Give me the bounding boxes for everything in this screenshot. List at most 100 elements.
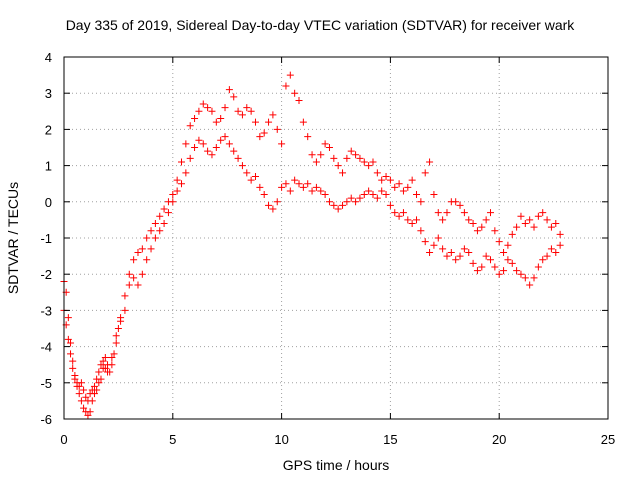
data-point [547,223,555,231]
data-point [443,209,451,217]
y-tick-label: -2 [40,267,52,282]
x-tick-labels: 0 5 10 15 20 25 [60,432,615,447]
data-point [160,220,168,228]
data-point [334,162,342,170]
data-point [67,350,75,358]
data-point [308,187,316,195]
data-point [225,86,233,94]
data-point [101,353,109,361]
data-point [330,201,338,209]
data-point [64,314,72,322]
data-point [321,191,329,199]
data-point [330,154,338,162]
data-point [80,386,88,394]
data-point [486,209,494,217]
data-point [356,194,364,202]
x-tick-label: 0 [60,432,67,447]
data-point [230,147,238,155]
data-point [339,201,347,209]
data-point [352,151,360,159]
data-point [269,111,277,119]
data-point [138,245,146,253]
data-point [173,176,181,184]
data-point [86,390,94,398]
data-point [491,227,499,235]
data-point [543,216,551,224]
data-point [534,263,542,271]
data-point [282,180,290,188]
data-point [347,147,355,155]
data-point [482,252,490,260]
data-point [343,198,351,206]
data-point [169,191,177,199]
data-point [114,325,122,332]
x-tick-label: 25 [601,432,615,447]
data-point [456,201,464,209]
data-point [308,151,316,159]
data-point [356,154,364,162]
data-point [164,209,172,217]
data-point [99,357,107,365]
data-point [395,212,403,220]
data-point [238,111,246,119]
data-point [452,256,460,264]
data-point [286,71,294,79]
data-point [77,379,85,387]
data-point [199,100,207,108]
data-point [500,248,508,256]
data-point [547,245,555,253]
data-point [399,187,407,195]
data-point [67,339,75,347]
data-point [256,183,264,191]
data-point [217,136,225,144]
data-point [110,350,118,358]
data-point [173,187,181,195]
y-tick-label: 0 [45,195,52,210]
data-point [182,140,190,148]
data-point [108,361,116,369]
data-point [391,209,399,217]
data-point [69,364,77,372]
data-point [64,335,72,343]
data-point [334,205,342,213]
data-point [465,248,473,256]
data-point [347,194,355,202]
data-point [195,136,203,144]
data-point [430,241,438,249]
data-point [291,176,299,184]
data-point [417,227,425,235]
data-point [517,212,525,220]
data-point [417,198,425,206]
data-point [265,118,273,126]
data-point [508,259,516,267]
data-point [539,256,547,264]
data-point [225,140,233,148]
data-point [369,191,377,199]
grid-lines [64,57,608,419]
data-point [186,154,194,162]
data-point [365,187,373,195]
data-point [456,252,464,260]
data-point [199,140,207,148]
data-point [513,267,521,275]
data-point [552,220,560,228]
x-tick-label: 5 [169,432,176,447]
data-point [495,270,503,278]
data-point [295,96,303,104]
data-points [60,71,564,419]
data-point [104,368,112,376]
data-point [404,216,412,224]
axis-ticks [63,56,609,420]
y-tick-label: 2 [45,122,52,137]
data-point [521,274,529,282]
data-point [251,118,259,126]
data-point [291,89,299,97]
data-point [386,201,394,209]
data-point [88,386,96,394]
data-point [278,183,286,191]
data-point [217,115,225,123]
data-point [473,227,481,235]
data-point [408,176,416,184]
data-point [534,212,542,220]
data-point [299,118,307,126]
